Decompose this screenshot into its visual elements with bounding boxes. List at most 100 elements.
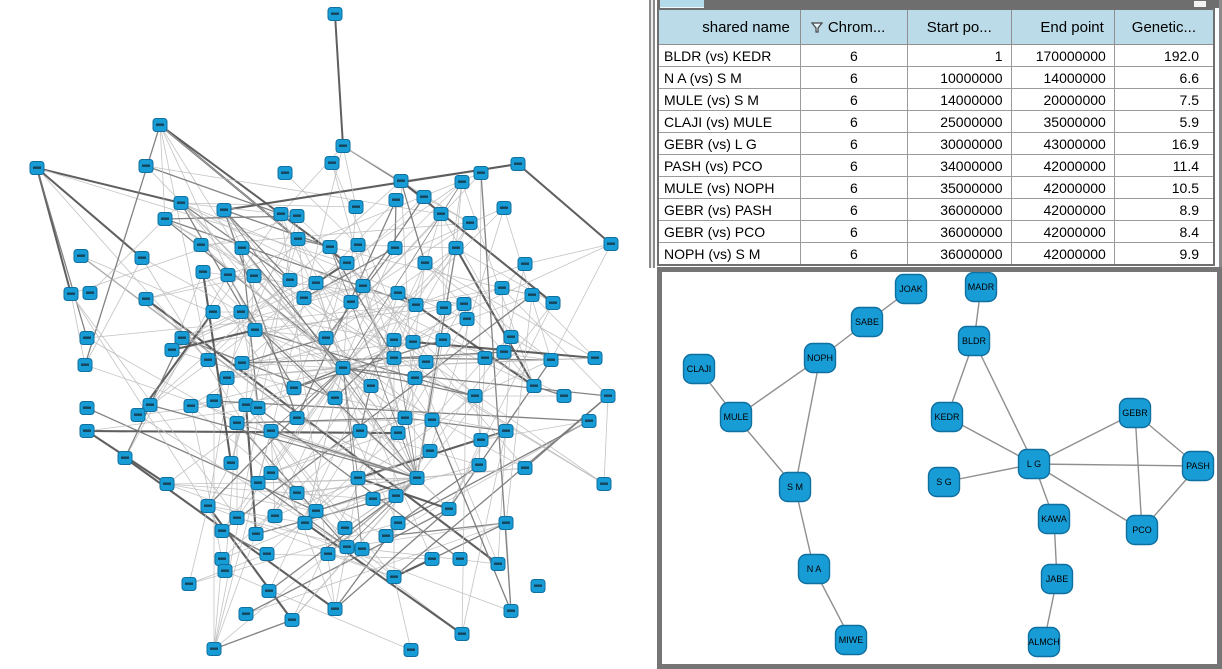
network-node[interactable] bbox=[73, 249, 89, 263]
network-node[interactable] bbox=[436, 301, 452, 315]
network-node[interactable] bbox=[214, 524, 230, 538]
network-node[interactable] bbox=[496, 201, 512, 215]
table-row[interactable]: N A (vs) S M 6 10000000 14000000 6.6 bbox=[657, 66, 1215, 89]
column-header-3[interactable]: End point bbox=[1010, 8, 1115, 45]
network-node[interactable] bbox=[259, 547, 275, 561]
table-row[interactable]: GEBR (vs) PASH 6 36000000 42000000 8.9 bbox=[657, 198, 1215, 221]
subnetwork-node-almch[interactable]: ALMCH bbox=[1027, 626, 1061, 658]
network-node[interactable] bbox=[390, 426, 406, 440]
network-node[interactable] bbox=[234, 241, 250, 255]
network-node[interactable] bbox=[289, 411, 305, 425]
network-node[interactable] bbox=[290, 232, 306, 246]
network-node[interactable] bbox=[405, 335, 421, 349]
network-node[interactable] bbox=[229, 416, 245, 430]
subnetwork-node-pash[interactable]: PASH bbox=[1181, 450, 1215, 482]
network-node[interactable] bbox=[418, 355, 434, 369]
network-node[interactable] bbox=[503, 604, 519, 618]
network-node[interactable] bbox=[308, 276, 324, 290]
network-node[interactable] bbox=[408, 298, 424, 312]
network-node[interactable] bbox=[152, 118, 168, 132]
network-node[interactable] bbox=[556, 389, 572, 403]
network-node[interactable] bbox=[250, 476, 266, 490]
network-node[interactable] bbox=[250, 401, 266, 415]
network-node[interactable] bbox=[459, 312, 475, 326]
network-node[interactable] bbox=[234, 356, 250, 370]
network-node[interactable] bbox=[403, 643, 419, 657]
network-node[interactable] bbox=[456, 297, 472, 311]
network-node[interactable] bbox=[526, 379, 542, 393]
network-node[interactable] bbox=[220, 268, 236, 282]
network-node[interactable] bbox=[498, 516, 514, 530]
network-node[interactable] bbox=[247, 323, 263, 337]
network-node[interactable] bbox=[282, 273, 298, 287]
network-node[interactable] bbox=[388, 489, 404, 503]
network-node[interactable] bbox=[324, 156, 340, 170]
network-node[interactable] bbox=[216, 203, 232, 217]
network-node[interactable] bbox=[343, 295, 359, 309]
subnetwork-node-miwe[interactable]: MIWE bbox=[834, 624, 868, 656]
subnetwork-edge[interactable] bbox=[973, 340, 1035, 465]
network-node[interactable] bbox=[273, 207, 289, 221]
network-node[interactable] bbox=[363, 379, 379, 393]
network-node[interactable] bbox=[79, 424, 95, 438]
subnetwork-node-kawa[interactable]: KAWA bbox=[1037, 503, 1071, 535]
subnetwork-node-s-m[interactable]: S M bbox=[778, 471, 812, 503]
network-node[interactable] bbox=[206, 394, 222, 408]
subnetwork-node-claji[interactable]: CLAJI bbox=[682, 353, 716, 385]
network-node[interactable] bbox=[517, 257, 533, 271]
network-node[interactable] bbox=[289, 209, 305, 223]
network-node[interactable] bbox=[263, 424, 279, 438]
network-node[interactable] bbox=[318, 331, 334, 345]
network-node[interactable] bbox=[378, 529, 394, 543]
column-header-4[interactable]: Genetic... bbox=[1113, 8, 1215, 45]
column-header-1[interactable]: Chrom... bbox=[799, 8, 908, 45]
table-row[interactable]: PASH (vs) PCO 6 34000000 42000000 11.4 bbox=[657, 154, 1215, 177]
network-node[interactable] bbox=[386, 570, 402, 584]
subnetwork-edge[interactable] bbox=[1033, 463, 1199, 467]
network-node[interactable] bbox=[543, 353, 559, 367]
table-row[interactable]: CLAJI (vs) MULE 6 25000000 35000000 5.9 bbox=[657, 110, 1215, 133]
network-node[interactable] bbox=[350, 471, 366, 485]
network-node[interactable] bbox=[320, 547, 336, 561]
network-node[interactable] bbox=[79, 401, 95, 415]
filter-funnel-icon[interactable] bbox=[810, 21, 823, 33]
network-node[interactable] bbox=[82, 286, 98, 300]
network-node[interactable] bbox=[142, 398, 158, 412]
network-node[interactable] bbox=[297, 516, 313, 530]
network-node[interactable] bbox=[181, 577, 197, 591]
network-node[interactable] bbox=[581, 414, 597, 428]
subnetwork-node-n-a[interactable]: N A bbox=[797, 553, 831, 585]
network-node[interactable] bbox=[477, 351, 493, 365]
network-node[interactable] bbox=[471, 458, 487, 472]
network-node[interactable] bbox=[545, 296, 561, 310]
network-node[interactable] bbox=[261, 584, 277, 598]
network-node[interactable] bbox=[448, 241, 464, 255]
network-node[interactable] bbox=[596, 477, 612, 491]
network-node[interactable] bbox=[390, 516, 406, 530]
network-node[interactable] bbox=[365, 492, 381, 506]
subnetwork-node-kedr[interactable]: KEDR bbox=[930, 401, 964, 433]
network-node[interactable] bbox=[205, 305, 221, 319]
network-node[interactable] bbox=[435, 333, 451, 347]
network-node[interactable] bbox=[130, 408, 146, 422]
network-node[interactable] bbox=[134, 251, 150, 265]
network-node[interactable] bbox=[277, 166, 293, 180]
subnetwork-node-pco[interactable]: PCO bbox=[1125, 514, 1159, 546]
network-node[interactable] bbox=[603, 237, 619, 251]
network-node[interactable] bbox=[454, 627, 470, 641]
network-node[interactable] bbox=[79, 331, 95, 345]
network-node[interactable] bbox=[352, 424, 368, 438]
network-node[interactable] bbox=[217, 564, 233, 578]
network-node[interactable] bbox=[424, 413, 440, 427]
table-row[interactable]: MULE (vs) S M 6 14000000 20000000 7.5 bbox=[657, 88, 1215, 111]
table-row[interactable]: BLDR (vs) KEDR 6 1 170000000 192.0 bbox=[657, 44, 1215, 67]
network-node[interactable] bbox=[164, 343, 180, 357]
network-node[interactable] bbox=[284, 613, 300, 627]
network-node[interactable] bbox=[441, 502, 457, 516]
network-node[interactable] bbox=[289, 486, 305, 500]
network-node[interactable] bbox=[490, 557, 506, 571]
network-node[interactable] bbox=[337, 521, 353, 535]
network-node[interactable] bbox=[29, 161, 45, 175]
network-node[interactable] bbox=[339, 256, 355, 270]
network-node[interactable] bbox=[510, 157, 526, 171]
